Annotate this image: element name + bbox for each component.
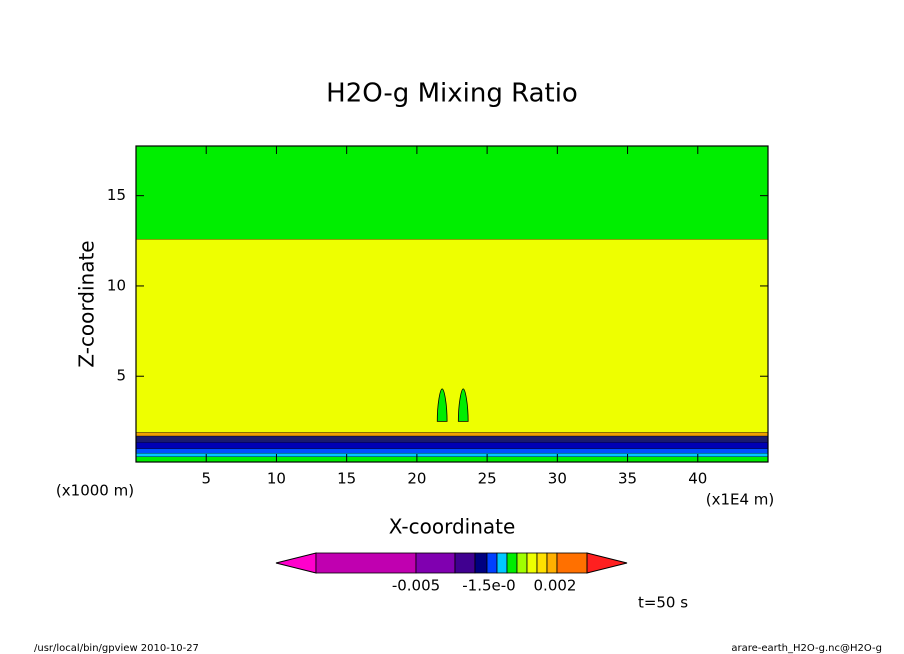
x-axis-label: X-coordinate: [389, 515, 516, 539]
x-tick-label: 40: [688, 470, 707, 488]
x-tick-label: 30: [548, 470, 567, 488]
colorbar-segment: [496, 552, 508, 574]
colorbar-segment: [526, 552, 538, 574]
contour-band: [136, 448, 768, 453]
colorbar-label: -1.5e-0: [462, 577, 515, 595]
colorbar-arrow: [586, 552, 628, 574]
y-unit: (x1000 m): [56, 482, 134, 500]
y-tick-label: 15: [107, 186, 126, 204]
contour-band: [136, 238, 768, 433]
x-unit: (x1E4 m): [706, 491, 775, 509]
y-tick-label: 5: [116, 367, 126, 385]
contour-band: [136, 456, 768, 462]
colorbar-segment: [454, 552, 476, 574]
x-tick-label: 35: [618, 470, 637, 488]
colorbar-segment: [486, 552, 498, 574]
contour-spike: [457, 388, 469, 422]
x-tick-label: 10: [267, 470, 286, 488]
x-tick-label: 15: [337, 470, 356, 488]
chart-title: H2O-g Mixing Ratio: [326, 79, 578, 109]
x-tick-label: 25: [478, 470, 497, 488]
footer-right: arare-earth_H2O-g.nc@H2O-g: [731, 643, 882, 654]
colorbar-arrow: [275, 552, 317, 574]
x-tick-label: 5: [201, 470, 211, 488]
contour-band: [136, 435, 768, 443]
colorbar-segment: [506, 552, 518, 574]
time-label: t=50 s: [638, 594, 688, 612]
contour-band: [136, 442, 768, 449]
x-tick-label: 20: [407, 470, 426, 488]
colorbar-label: 0.002: [534, 577, 577, 595]
colorbar-label: -0.005: [392, 577, 440, 595]
contour-spike: [436, 388, 448, 422]
colorbar-segment: [556, 552, 588, 574]
y-tick-label: 10: [107, 276, 126, 294]
plot-frame: [135, 145, 769, 463]
contour-band: [136, 146, 768, 239]
y-axis-label: Z-coordinate: [75, 240, 99, 367]
colorbar-segment: [474, 552, 488, 574]
colorbar-segment: [415, 552, 456, 574]
footer-left: /usr/local/bin/gpview 2010-10-27: [34, 643, 199, 654]
colorbar-segment: [315, 552, 417, 574]
contour-band: [136, 432, 768, 436]
colorbar-segment: [516, 552, 528, 574]
colorbar-segment: [536, 552, 548, 574]
colorbar-segment: [546, 552, 558, 574]
contour-band: [136, 452, 768, 457]
